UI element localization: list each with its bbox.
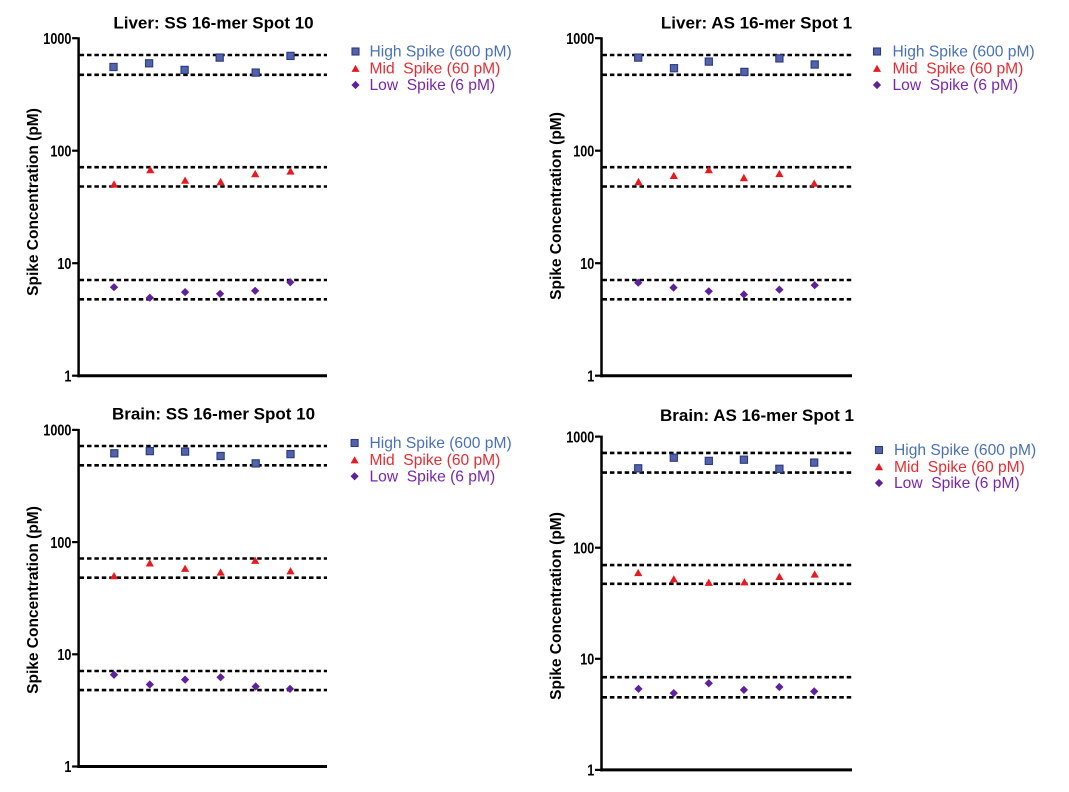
svg-text:Mid Spike (60 pM): Mid Spike (60 pM) (894, 459, 1025, 476)
svg-text:Mid Spike (60 pM): Mid Spike (60 pM) (370, 452, 501, 469)
svg-text:Liver: SS 16-mer Spot 10: Liver: SS 16-mer Spot 10 (113, 13, 313, 32)
svg-text:100: 100 (50, 534, 71, 552)
svg-text:Mid Spike (60 pM): Mid Spike (60 pM) (893, 61, 1024, 78)
svg-text:Brain: AS 16-mer Spot 1: Brain: AS 16-mer Spot 1 (660, 406, 854, 425)
svg-text:Liver: AS 16-mer Spot 1: Liver: AS 16-mer Spot 1 (661, 13, 852, 32)
svg-text:1: 1 (64, 759, 71, 777)
svg-text:1000: 1000 (566, 429, 594, 447)
svg-text:Mid Spike (60 pM): Mid Spike (60 pM) (370, 61, 501, 78)
svg-text:High Spike (600 pM): High Spike (600 pM) (894, 442, 1036, 459)
svg-text:100: 100 (573, 143, 594, 161)
svg-text:Spike Concentration (pM): Spike Concentration (pM) (25, 108, 42, 296)
svg-text:1: 1 (587, 368, 594, 386)
svg-text:Low Spike (6 pM): Low Spike (6 pM) (370, 469, 496, 486)
svg-text:High Spike (600 pM): High Spike (600 pM) (370, 44, 512, 61)
svg-text:Brain: SS 16-mer Spot 10: Brain: SS 16-mer Spot 10 (112, 405, 315, 424)
svg-text:10: 10 (57, 256, 71, 274)
svg-text:100: 100 (573, 540, 594, 558)
svg-text:High Spike (600 pM): High Spike (600 pM) (893, 44, 1035, 61)
svg-text:10: 10 (580, 651, 594, 669)
svg-text:1000: 1000 (566, 31, 594, 49)
svg-text:Low Spike (6 pM): Low Spike (6 pM) (893, 77, 1019, 94)
svg-text:Spike Concentration (pM): Spike Concentration (pM) (548, 512, 565, 700)
svg-text:1: 1 (64, 368, 71, 386)
svg-text:High Spike (600 pM): High Spike (600 pM) (370, 435, 512, 452)
svg-text:Low Spike (6 pM): Low Spike (6 pM) (370, 77, 496, 94)
svg-text:Low Spike (6 pM): Low Spike (6 pM) (894, 475, 1020, 492)
svg-text:1: 1 (587, 762, 594, 780)
svg-text:10: 10 (57, 647, 71, 665)
svg-text:Spike Concentration (pM): Spike Concentration (pM) (25, 506, 42, 694)
svg-text:1000: 1000 (43, 422, 71, 440)
svg-text:10: 10 (580, 256, 594, 274)
svg-text:Spike Concentration (pM): Spike Concentration (pM) (548, 112, 565, 300)
svg-text:100: 100 (50, 143, 71, 161)
svg-text:1000: 1000 (43, 31, 71, 49)
